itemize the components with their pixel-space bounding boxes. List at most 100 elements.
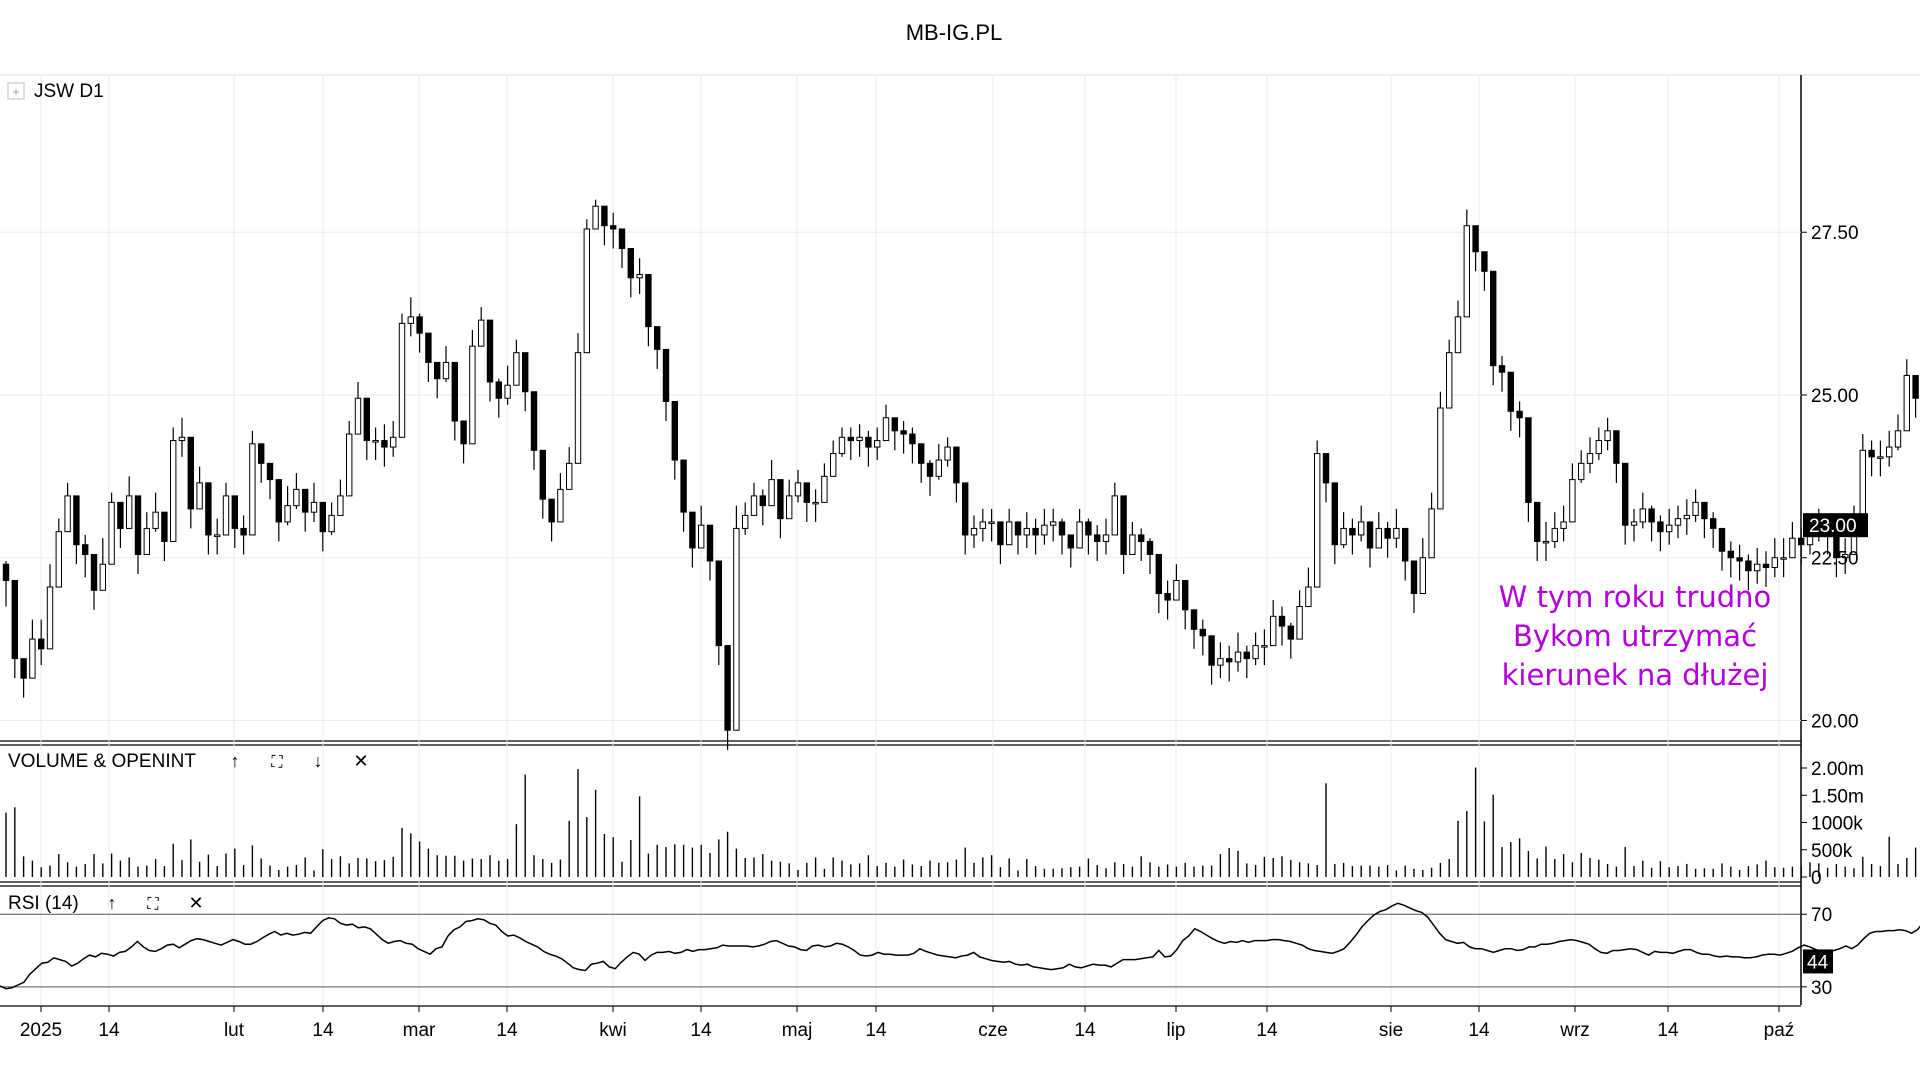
candle-body — [610, 225, 617, 230]
candle-body — [1868, 449, 1875, 458]
candle-body — [1586, 453, 1594, 464]
candle-body — [1164, 593, 1171, 601]
candle-body — [1340, 527, 1347, 546]
candle-body — [1454, 316, 1462, 354]
rsi-tick-label: 30 — [1811, 978, 1832, 999]
candle-body — [918, 443, 925, 464]
candle-body — [522, 352, 529, 393]
candle-body — [777, 479, 784, 520]
candle-body — [73, 495, 80, 546]
candle-body — [1393, 527, 1400, 539]
candle-body — [1129, 534, 1136, 555]
candle-body — [856, 436, 863, 442]
candle-body — [20, 658, 27, 679]
candle-body — [434, 361, 441, 380]
close-icon[interactable]: ✕ — [353, 751, 368, 771]
candle-body — [1727, 550, 1734, 559]
candle-body — [1701, 501, 1708, 520]
candle-body — [99, 563, 106, 591]
rsi-axis: 70 30 44 — [1801, 905, 1833, 999]
candle-body — [953, 446, 960, 484]
time-tick-label: lut — [224, 1020, 245, 1041]
candle-body — [689, 511, 696, 549]
candle-body — [381, 440, 388, 448]
candle-body — [222, 495, 230, 536]
candle-body — [1683, 514, 1690, 520]
candle-body — [1270, 615, 1277, 647]
candle-body — [1516, 410, 1523, 419]
candle-body — [583, 228, 590, 354]
candle-body — [478, 319, 485, 347]
candle-body — [962, 482, 969, 536]
candle-body — [1287, 625, 1294, 640]
candle-body — [161, 511, 168, 542]
candle-body — [768, 479, 775, 507]
site-title: MB-IG.PL — [905, 20, 1003, 45]
maximize-icon[interactable]: ⛶ — [147, 896, 159, 913]
candle-body — [310, 501, 318, 513]
volume-title: VOLUME & OPENINT — [8, 751, 196, 772]
candle-body — [1780, 557, 1787, 560]
candle-body — [997, 521, 1004, 546]
candle-body — [451, 361, 459, 422]
candle-body — [618, 228, 626, 250]
candle-body — [1710, 518, 1717, 529]
candle-body — [1182, 580, 1189, 611]
candle-body — [1692, 501, 1699, 516]
candle-body — [715, 560, 722, 647]
candle-body — [302, 488, 309, 513]
maximize-icon[interactable]: ⛶ — [271, 754, 283, 771]
move-up-icon[interactable]: ↑ — [108, 893, 117, 913]
candle-body — [1006, 521, 1013, 546]
candle-body — [671, 400, 678, 461]
candle-body — [821, 475, 828, 503]
candle-body — [38, 638, 45, 650]
candle-body — [1094, 534, 1101, 542]
candle-body — [1428, 508, 1435, 559]
candle-body — [759, 495, 766, 507]
candle-body — [935, 459, 942, 477]
candle-body — [372, 440, 379, 443]
candle-body — [1446, 352, 1453, 409]
expand-button[interactable] — [7, 82, 25, 100]
candle-body — [1437, 407, 1444, 510]
time-tick-label: sie — [1379, 1020, 1403, 1041]
candle-body — [909, 433, 916, 445]
candle-body — [187, 436, 195, 510]
move-up-icon[interactable]: ↑ — [231, 751, 240, 771]
candle-body — [1331, 482, 1338, 546]
candle-body — [1894, 430, 1902, 448]
candle-body — [1595, 440, 1602, 455]
price-tick-label: 27.50 — [1811, 223, 1859, 244]
rsi-series — [0, 902, 1920, 990]
candle-body — [530, 391, 538, 451]
volume-tick-label: 0 — [1811, 868, 1822, 889]
candle-body — [1718, 527, 1726, 552]
time-tick-label: cze — [978, 1020, 1008, 1041]
candle-body — [944, 446, 951, 461]
candle-body — [1138, 534, 1145, 542]
time-tick-label: mar — [403, 1020, 436, 1041]
candle-body — [354, 397, 362, 435]
candle-body — [1762, 563, 1770, 568]
time-tick-label: 14 — [496, 1020, 518, 1041]
candle-body — [214, 534, 221, 537]
candle-body — [1041, 524, 1048, 536]
candle-body — [407, 316, 415, 324]
candle-body — [1252, 645, 1259, 660]
candle-body — [1622, 462, 1629, 526]
candle-body — [1877, 456, 1884, 459]
move-down-icon[interactable]: ↓ — [314, 751, 323, 771]
candle-body — [601, 205, 608, 227]
price-tick-label: 22.50 — [1811, 549, 1859, 570]
candle-body — [1542, 540, 1550, 544]
candle-body — [1754, 563, 1761, 572]
candle-body — [680, 459, 687, 513]
candle-body — [398, 322, 406, 438]
candle-body — [1578, 462, 1585, 481]
candle-body — [838, 436, 846, 455]
candle-body — [1842, 553, 1849, 559]
candle-body — [442, 361, 450, 380]
close-icon[interactable]: ✕ — [188, 893, 203, 913]
candle-body — [1903, 374, 1910, 432]
